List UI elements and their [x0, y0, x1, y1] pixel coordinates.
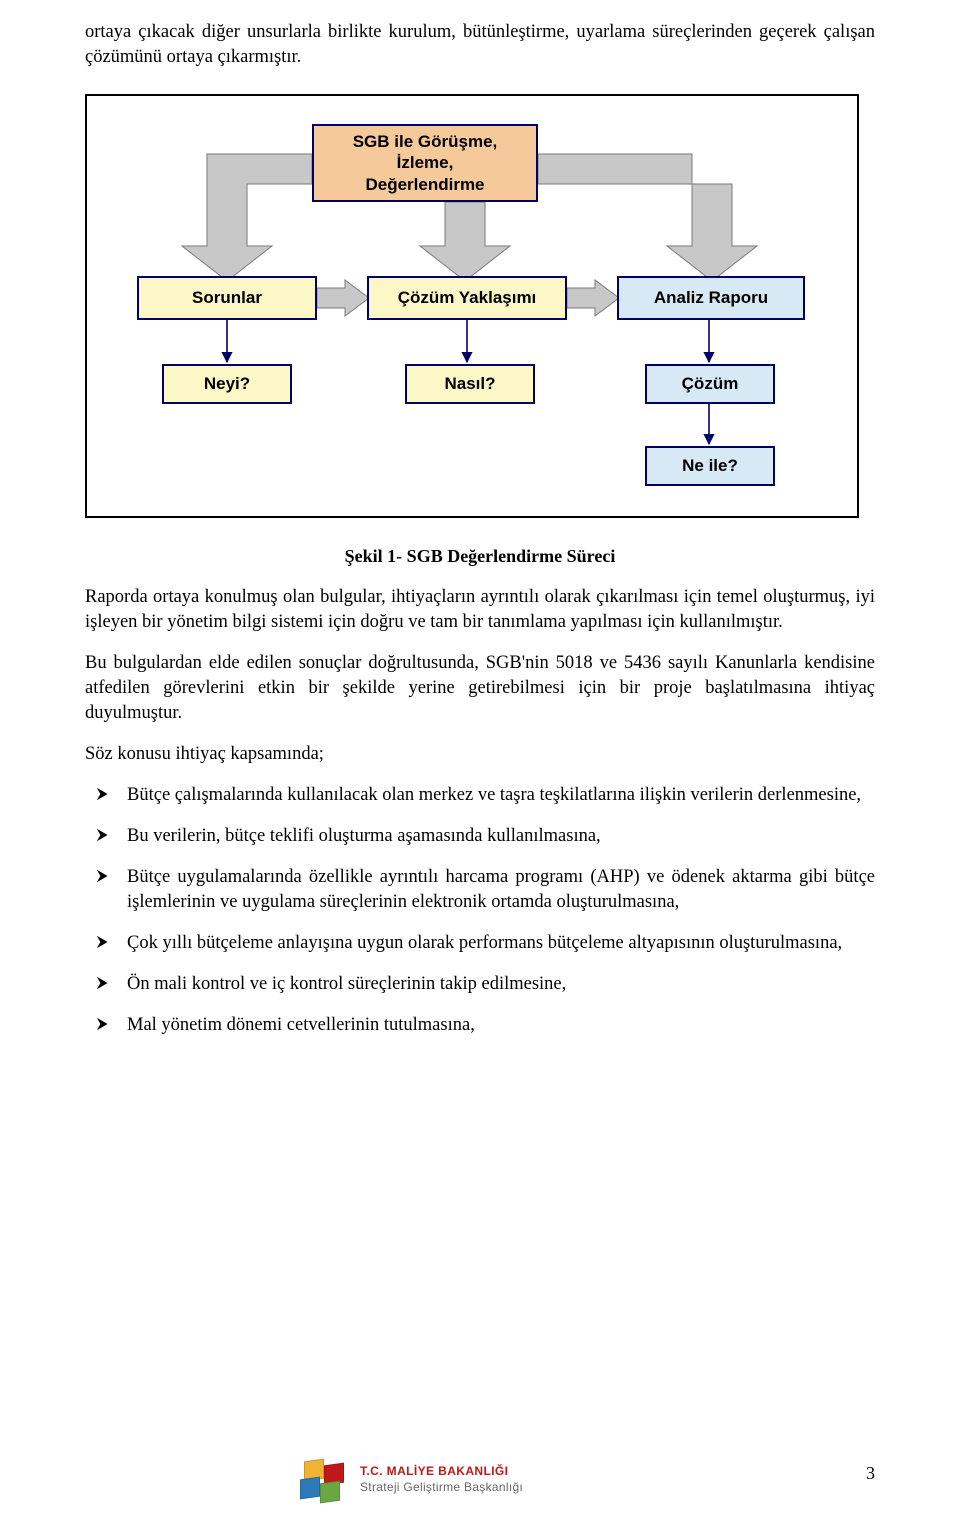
page: ortaya çıkacak diğer unsurlarla birlikte…	[0, 0, 960, 1524]
bullet-list: Bütçe çalışmalarında kullanılacak olan m…	[85, 783, 875, 1038]
bullet-arrow-icon	[95, 785, 113, 803]
logo-block-3	[300, 1477, 320, 1500]
page-footer: T.C. MALİYE BAKANLIĞI Strateji Geliştirm…	[0, 1450, 960, 1504]
paragraph-2: Bu bulgulardan elde edilen sonuçlar doğr…	[85, 651, 875, 726]
list-item-text: Bütçe çalışmalarında kullanılacak olan m…	[127, 785, 861, 805]
list-item: Bu verilerin, bütçe teklifi oluşturma aş…	[85, 824, 875, 849]
footer-line1: T.C. MALİYE BAKANLIĞI	[360, 1464, 523, 1480]
list-item-text: Bu verilerin, bütçe teklifi oluşturma aş…	[127, 826, 601, 846]
figure-caption: Şekil 1- SGB Değerlendirme Süreci	[85, 546, 875, 567]
footer-logo: T.C. MALİYE BAKANLIĞI Strateji Geliştirm…	[300, 1460, 523, 1500]
bullet-arrow-icon	[95, 867, 113, 885]
thin-arrows	[87, 96, 857, 516]
list-item: Bütçe çalışmalarında kullanılacak olan m…	[85, 783, 875, 808]
diagram-frame: SGB ile Görüşme,İzleme,Değerlendirme Sor…	[85, 94, 859, 518]
logo-block-4	[320, 1481, 340, 1504]
bullet-arrow-icon	[95, 826, 113, 844]
logo-blocks-icon	[300, 1460, 352, 1500]
bullet-arrow-icon	[95, 974, 113, 992]
list-item-text: Bütçe uygulamalarında özellikle ayrıntıl…	[127, 867, 875, 912]
list-item-text: Çok yıllı bütçeleme anlayışına uygun ola…	[127, 933, 842, 953]
intro-paragraph: ortaya çıkacak diğer unsurlarla birlikte…	[85, 20, 875, 70]
footer-text: T.C. MALİYE BAKANLIĞI Strateji Geliştirm…	[360, 1464, 523, 1495]
list-item-text: Mal yönetim dönemi cetvellerinin tutulma…	[127, 1015, 475, 1035]
paragraph-3: Söz konusu ihtiyaç kapsamında;	[85, 742, 875, 767]
bullet-arrow-icon	[95, 1015, 113, 1033]
footer-line2: Strateji Geliştirme Başkanlığı	[360, 1480, 523, 1496]
list-item: Mal yönetim dönemi cetvellerinin tutulma…	[85, 1013, 875, 1038]
list-item-text: Ön mali kontrol ve iç kontrol süreçlerin…	[127, 974, 566, 994]
list-item: Bütçe uygulamalarında özellikle ayrıntıl…	[85, 865, 875, 915]
paragraph-1: Raporda ortaya konulmuş olan bulgular, i…	[85, 585, 875, 635]
bullet-arrow-icon	[95, 933, 113, 951]
list-item: Çok yıllı bütçeleme anlayışına uygun ola…	[85, 931, 875, 956]
list-item: Ön mali kontrol ve iç kontrol süreçlerin…	[85, 972, 875, 997]
page-number: 3	[866, 1463, 875, 1484]
